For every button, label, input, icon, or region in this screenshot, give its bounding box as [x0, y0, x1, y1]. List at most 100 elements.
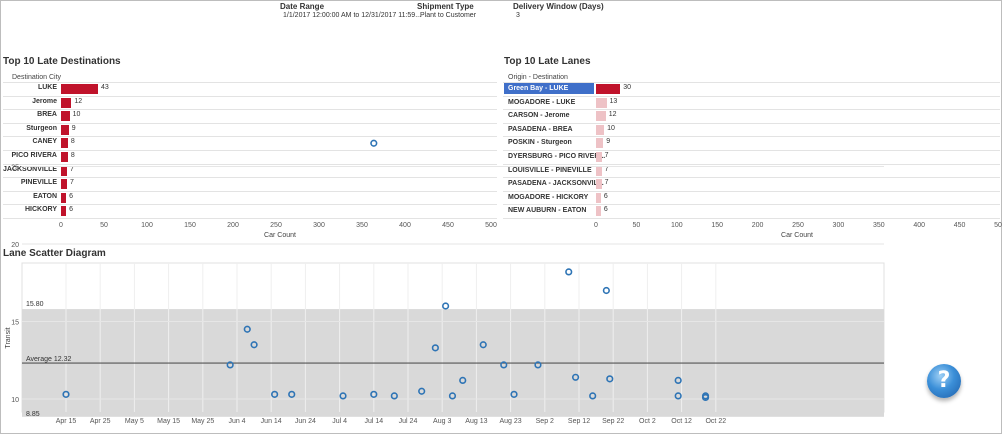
- row-divider: [3, 136, 497, 138]
- scatter-point[interactable]: [589, 392, 597, 400]
- scatter-point[interactable]: [370, 139, 378, 147]
- bar[interactable]: [61, 179, 68, 190]
- row-label: LUKE: [37, 84, 57, 91]
- bar[interactable]: [61, 138, 68, 149]
- scatter-point[interactable]: [390, 392, 398, 400]
- row-divider: [503, 177, 1000, 179]
- row-divider: [503, 82, 1000, 83]
- filter-date-range[interactable]: Date Range 1/1/2017 12:00:00 AM to 12/31…: [280, 2, 421, 19]
- filter-value: 1/1/2017 12:00:00 AM to 12/31/2017 11:59…: [283, 12, 422, 19]
- x-tick-label: Sep 22: [602, 418, 624, 425]
- x-tick-label: 200: [751, 222, 764, 229]
- bar[interactable]: [596, 111, 606, 122]
- x-tick-label: 100: [670, 222, 683, 229]
- bar-value-label: 7: [70, 179, 74, 187]
- scatter-point[interactable]: [571, 373, 580, 381]
- row-divider: [503, 136, 1000, 138]
- row-divider: [503, 190, 1000, 192]
- scatter-point[interactable]: [370, 390, 378, 398]
- help-button[interactable]: ?: [927, 364, 961, 398]
- row-divider: [3, 204, 497, 206]
- filter-delivery-window[interactable]: Delivery Window (Days) 3: [513, 2, 604, 19]
- bar[interactable]: [61, 111, 70, 122]
- bar-value-label: 30: [623, 84, 632, 91]
- scatter-point[interactable]: [606, 375, 614, 383]
- scatter-point[interactable]: [602, 286, 610, 295]
- scatter-point[interactable]: [339, 392, 347, 400]
- row-divider: [3, 95, 497, 97]
- scatter-point[interactable]: [479, 341, 487, 349]
- x-tick-label: Sep 12: [568, 418, 590, 425]
- scatter-point[interactable]: [431, 344, 439, 352]
- bar-value-label: 12: [608, 111, 617, 119]
- scatter-point[interactable]: [534, 361, 542, 369]
- bar[interactable]: [61, 206, 67, 217]
- scatter-point[interactable]: [674, 392, 682, 400]
- row-label: POSKIN - Sturgeon: [508, 139, 572, 147]
- scatter-point[interactable]: [674, 376, 682, 385]
- row-divider: [503, 109, 1000, 111]
- scatter-point[interactable]: [448, 392, 457, 400]
- scatter-point[interactable]: [271, 390, 279, 398]
- bar-value-label: 43: [100, 84, 109, 91]
- bar[interactable]: [596, 206, 601, 217]
- filter-label: Date Range: [280, 2, 325, 11]
- x-tick-label: Jul 4: [332, 418, 347, 425]
- bar[interactable]: [61, 97, 72, 108]
- row-divider: [3, 122, 497, 124]
- scatter-point[interactable]: [250, 341, 258, 349]
- bar[interactable]: [596, 165, 602, 176]
- help-icon: ?: [937, 368, 951, 393]
- bar[interactable]: [61, 124, 69, 135]
- y-tick-label: 25: [11, 165, 19, 172]
- scatter-point[interactable]: [418, 387, 426, 395]
- bar[interactable]: [596, 179, 602, 190]
- x-tick-label: Jun 14: [261, 418, 282, 425]
- filter-label: Delivery Window (Days): [513, 2, 604, 11]
- bar[interactable]: [596, 97, 607, 108]
- scatter-point[interactable]: [288, 390, 296, 398]
- destinations-title: Top 10 Late Destinations: [3, 56, 121, 67]
- y-tick-label: 15: [11, 320, 19, 327]
- row-label: PICO RIVERA: [11, 152, 57, 159]
- bar[interactable]: [61, 165, 68, 176]
- band-upper-label: 15.80: [26, 301, 44, 308]
- row-label: PINEVILLE: [20, 179, 57, 187]
- bar[interactable]: [61, 152, 68, 162]
- x-tick-label: Sep 2: [536, 418, 554, 425]
- bar[interactable]: [596, 124, 605, 135]
- bar[interactable]: [596, 192, 601, 203]
- scatter-point[interactable]: [565, 268, 573, 276]
- row-divider: [503, 95, 1000, 97]
- scatter-point[interactable]: [510, 390, 518, 398]
- scatter-point[interactable]: [243, 325, 251, 333]
- scatter-point[interactable]: [442, 302, 450, 310]
- filter-label: Shipment Type: [417, 2, 474, 11]
- bar[interactable]: [61, 84, 98, 94]
- scatter-point[interactable]: [226, 361, 234, 369]
- scatter-title: Lane Scatter Diagram: [3, 248, 106, 259]
- scatter-point[interactable]: [62, 390, 70, 398]
- scatter-point[interactable]: [459, 376, 467, 385]
- x-tick-label: 0: [594, 222, 598, 229]
- filter-shipment-type[interactable]: Shipment Type Plant to Customer: [417, 2, 476, 19]
- row-label: NEW AUBURN - EATON: [508, 207, 587, 215]
- x-tick-label: 300: [313, 222, 325, 229]
- y-axis-title: Transit: [5, 327, 12, 348]
- average-label: Average 12.32: [26, 356, 72, 363]
- bar[interactable]: [61, 192, 67, 203]
- bar[interactable]: [596, 152, 602, 162]
- row-label: MOGADORE - LUKE: [508, 98, 576, 106]
- bar-value-label: 7: [70, 165, 74, 173]
- row-label: JACKSONVILLE: [3, 165, 58, 173]
- bar[interactable]: [596, 138, 604, 149]
- scatter-point[interactable]: [701, 392, 710, 400]
- x-tick-label: May 25: [191, 418, 214, 425]
- row-label: DYERSBURG - PICO RIVER...: [508, 153, 606, 160]
- row-label: CANEY: [32, 138, 57, 146]
- lanes-title: Top 10 Late Lanes: [504, 56, 591, 67]
- bar[interactable]: [596, 84, 621, 94]
- scatter-point[interactable]: [500, 361, 508, 369]
- x-tick-label: 350: [872, 222, 885, 229]
